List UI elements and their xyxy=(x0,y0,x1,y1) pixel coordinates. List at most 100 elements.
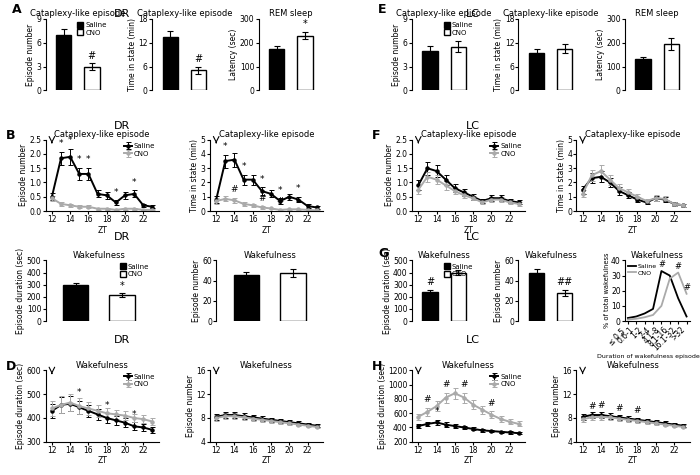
Title: Wakefulness: Wakefulness xyxy=(72,251,125,260)
Bar xyxy=(636,59,651,90)
Text: *: * xyxy=(132,410,136,419)
Text: #: # xyxy=(658,260,665,269)
X-axis label: Duration of wakefulness episode (min): Duration of wakefulness episode (min) xyxy=(596,353,700,359)
Text: *: * xyxy=(132,178,136,187)
Text: LC: LC xyxy=(466,9,480,19)
CNO xyxy=(632,316,640,322)
Text: #: # xyxy=(460,380,468,389)
Y-axis label: Time in state (min): Time in state (min) xyxy=(128,18,137,91)
CNO xyxy=(649,312,657,318)
Title: Cataplexy-like episode: Cataplexy-like episode xyxy=(30,9,125,18)
Line: Saline: Saline xyxy=(628,271,687,318)
Y-axis label: Episode duration (sec): Episode duration (sec) xyxy=(383,247,392,334)
Title: REM sleep: REM sleep xyxy=(269,9,313,18)
Y-axis label: Episode duration (sec): Episode duration (sec) xyxy=(378,363,387,449)
Title: Wakefulness: Wakefulness xyxy=(631,251,684,260)
Saline xyxy=(640,311,649,316)
Legend: Saline, CNO: Saline, CNO xyxy=(628,264,657,275)
X-axis label: ZT: ZT xyxy=(262,456,272,466)
Text: #: # xyxy=(258,194,265,203)
Bar xyxy=(422,292,438,321)
Y-axis label: Latency (sec): Latency (sec) xyxy=(596,29,605,80)
Bar xyxy=(56,35,71,90)
Text: *: * xyxy=(296,184,301,193)
Bar xyxy=(280,273,306,321)
CNO xyxy=(640,314,649,320)
Text: #: # xyxy=(231,185,238,194)
X-axis label: ZT: ZT xyxy=(97,226,107,235)
Text: DR: DR xyxy=(114,121,131,131)
Text: LC: LC xyxy=(466,121,480,131)
Text: *: * xyxy=(120,281,125,291)
CNO xyxy=(624,317,632,323)
Text: #: # xyxy=(424,395,431,404)
Y-axis label: Episode number: Episode number xyxy=(385,144,394,207)
Title: Cataplexy-like episode: Cataplexy-like episode xyxy=(136,9,232,18)
Text: *: * xyxy=(77,388,82,397)
Y-axis label: Episode number: Episode number xyxy=(26,24,35,86)
Legend: Saline, CNO: Saline, CNO xyxy=(78,22,106,36)
Text: *: * xyxy=(113,188,118,197)
Bar xyxy=(63,285,88,321)
Text: *: * xyxy=(278,186,282,195)
Bar xyxy=(529,273,545,321)
Text: ##: ## xyxy=(556,277,573,287)
Y-axis label: Time in state (min): Time in state (min) xyxy=(494,18,503,91)
Title: Wakefulness: Wakefulness xyxy=(524,251,577,260)
Line: CNO: CNO xyxy=(628,273,687,320)
X-axis label: ZT: ZT xyxy=(628,456,638,466)
Title: Cataplexy-like episode: Cataplexy-like episode xyxy=(55,130,150,139)
Title: Wakefulness: Wakefulness xyxy=(76,361,129,370)
Text: #: # xyxy=(683,283,690,292)
Legend: Saline, CNO: Saline, CNO xyxy=(123,374,155,387)
Bar xyxy=(664,44,679,90)
Text: G: G xyxy=(378,247,388,260)
Text: F: F xyxy=(372,129,381,142)
Title: Cataplexy-like episode: Cataplexy-like episode xyxy=(585,130,680,139)
Title: REM sleep: REM sleep xyxy=(636,9,679,18)
Text: #: # xyxy=(597,401,605,410)
Text: #: # xyxy=(426,277,434,287)
Y-axis label: Episode number: Episode number xyxy=(494,260,503,322)
Text: #: # xyxy=(88,50,96,60)
X-axis label: ZT: ZT xyxy=(97,456,107,466)
Title: Wakefulness: Wakefulness xyxy=(418,251,470,260)
Legend: Saline, CNO: Saline, CNO xyxy=(490,374,522,387)
Text: *: * xyxy=(68,136,72,145)
Bar xyxy=(162,37,178,90)
Bar xyxy=(269,49,284,90)
Text: D: D xyxy=(6,360,16,373)
Y-axis label: Time in state (min): Time in state (min) xyxy=(556,139,566,212)
Text: *: * xyxy=(223,142,228,151)
Legend: Saline, CNO: Saline, CNO xyxy=(444,264,473,277)
Text: LC: LC xyxy=(466,335,480,345)
Text: DR: DR xyxy=(114,9,131,19)
Saline xyxy=(624,315,632,321)
Bar xyxy=(529,53,545,90)
X-axis label: ZT: ZT xyxy=(628,226,638,235)
Y-axis label: Episode number: Episode number xyxy=(186,375,195,437)
Text: #: # xyxy=(615,404,623,412)
Bar xyxy=(109,295,135,321)
Saline xyxy=(666,273,674,278)
Text: LC: LC xyxy=(466,232,480,242)
Text: *: * xyxy=(260,175,264,184)
Title: Wakefulness: Wakefulness xyxy=(442,361,495,370)
Text: *: * xyxy=(241,162,246,171)
Saline xyxy=(632,314,640,319)
Saline xyxy=(674,295,682,301)
Y-axis label: Episode number: Episode number xyxy=(192,260,201,322)
X-axis label: ZT: ZT xyxy=(463,456,473,466)
Text: *: * xyxy=(434,408,439,417)
X-axis label: ZT: ZT xyxy=(262,226,272,235)
Bar xyxy=(84,66,99,90)
Text: *: * xyxy=(86,155,91,164)
Title: Wakefulness: Wakefulness xyxy=(240,361,293,370)
CNO xyxy=(674,270,682,275)
Text: DR: DR xyxy=(114,335,131,345)
Text: *: * xyxy=(59,140,63,148)
Text: #: # xyxy=(588,402,596,411)
Title: Wakefulness: Wakefulness xyxy=(606,361,659,370)
Y-axis label: % of total wakefulness: % of total wakefulness xyxy=(603,253,610,329)
Legend: Saline, CNO: Saline, CNO xyxy=(120,264,149,277)
